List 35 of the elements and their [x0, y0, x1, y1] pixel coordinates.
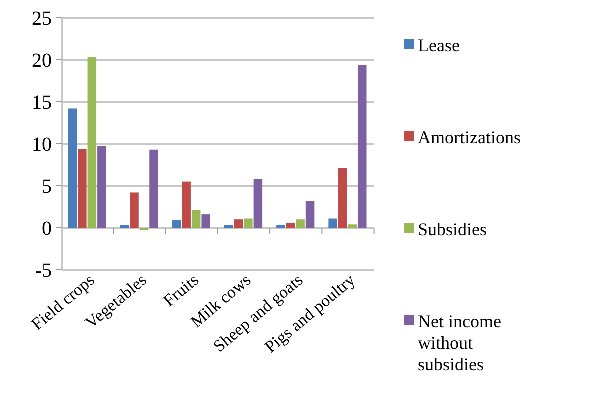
- bar: [254, 179, 263, 228]
- bar: [182, 182, 191, 228]
- bar: [358, 65, 367, 228]
- y-tick-label: 10: [32, 134, 52, 156]
- y-tick-label: 5: [42, 176, 52, 198]
- bar: [68, 108, 78, 228]
- legend-label: Net income without subsidies: [418, 311, 502, 374]
- legend-label: Lease: [418, 35, 460, 56]
- bar: [202, 214, 210, 228]
- bar: [306, 201, 315, 228]
- bar: [296, 220, 305, 228]
- bar: [286, 222, 296, 228]
- y-tick-label: 25: [32, 8, 52, 30]
- bar: [192, 210, 201, 228]
- bar: [348, 224, 357, 228]
- bar: [98, 146, 106, 228]
- bar: [338, 168, 348, 228]
- legend-label: Amortizations: [418, 127, 521, 148]
- y-tick-label: 15: [32, 92, 52, 114]
- bar: [78, 149, 87, 228]
- bar: [276, 225, 286, 228]
- y-tick-label: -5: [35, 260, 52, 282]
- bar: [224, 225, 234, 228]
- bar: [172, 220, 182, 228]
- bar: [120, 225, 130, 228]
- bar: [244, 218, 253, 228]
- bar: [130, 192, 139, 228]
- y-tick-label: 20: [32, 50, 52, 72]
- y-tick-label: 0: [42, 218, 52, 240]
- bar: [88, 57, 97, 228]
- legend-label: Subsidies: [418, 219, 488, 240]
- bar: [140, 228, 149, 231]
- bar: [328, 218, 338, 228]
- bar: [150, 150, 158, 228]
- bar: [234, 220, 244, 228]
